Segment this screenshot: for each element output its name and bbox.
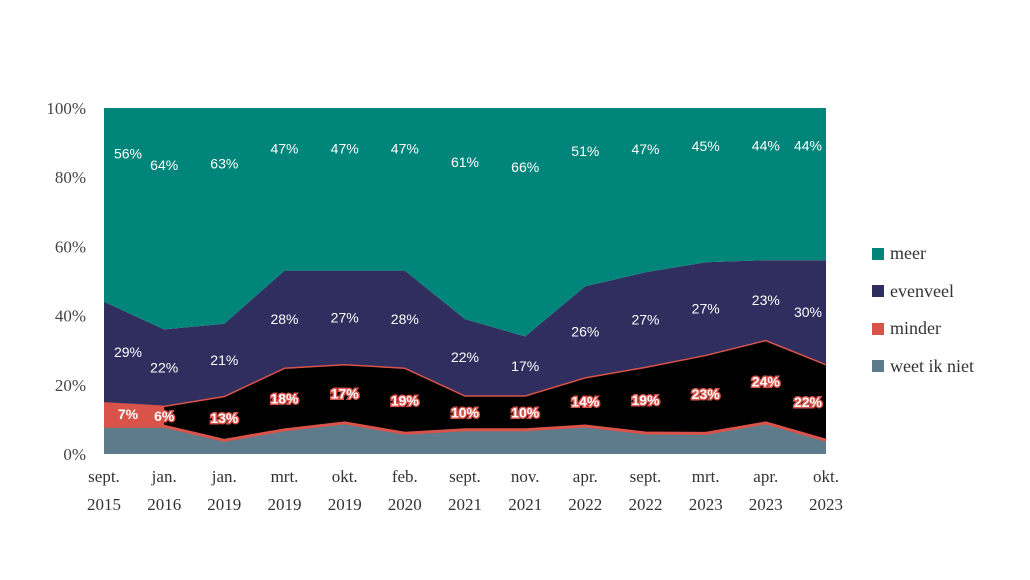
data-label-evenveel: 28% bbox=[391, 311, 419, 327]
y-axis: 0% 20% 40% 60% 80% 100% bbox=[46, 99, 86, 464]
data-label-minder: 22% bbox=[794, 394, 823, 410]
legend-item-weet-ik-niet: weet ik niet bbox=[872, 348, 974, 386]
data-label-minder: 19% bbox=[391, 392, 420, 408]
x-tick-label-year: 2023 bbox=[809, 495, 843, 514]
x-tick-label: apr. bbox=[753, 467, 778, 486]
data-label-evenveel: 27% bbox=[331, 309, 359, 325]
y-tick-label: 0% bbox=[63, 445, 86, 464]
x-tick-label-year: 2015 bbox=[87, 495, 121, 514]
data-label-evenveel: 26% bbox=[571, 324, 599, 340]
data-label-minder: 23% bbox=[692, 386, 721, 402]
x-tick-label: jan. bbox=[211, 467, 237, 486]
data-label-evenveel: 17% bbox=[511, 358, 539, 374]
x-tick-label: sept. bbox=[630, 467, 662, 486]
legend-item-minder: minder bbox=[872, 310, 974, 348]
y-tick-label: 80% bbox=[55, 168, 86, 187]
data-label-minder: 6% bbox=[154, 408, 175, 424]
legend-swatch bbox=[872, 285, 884, 298]
data-label-meer: 64% bbox=[150, 157, 178, 173]
x-tick-label: sept. bbox=[88, 467, 120, 486]
legend-label: evenveel bbox=[890, 280, 954, 301]
data-labels: 56% 64% 63% 47% 47% 47% 61% 66% 51% 47% 45% 44% 44% 2… bbox=[114, 138, 824, 428]
data-label-evenveel: 21% bbox=[210, 352, 238, 368]
data-label-meer: 45% bbox=[692, 138, 720, 154]
x-tick-label: nov. bbox=[511, 467, 540, 486]
x-tick-label: okt. bbox=[813, 467, 839, 486]
x-tick-label-year: 2021 bbox=[448, 495, 482, 514]
data-label-meer: 44% bbox=[752, 138, 780, 154]
data-label-evenveel: 30% bbox=[794, 304, 822, 320]
x-tick-label-year: 2019 bbox=[268, 495, 302, 514]
data-label-evenveel: 27% bbox=[631, 311, 659, 327]
x-tick-label-year: 2022 bbox=[629, 495, 663, 514]
data-label-evenveel: 28% bbox=[270, 311, 298, 327]
data-label-minder: 13% bbox=[210, 410, 239, 426]
legend: meer evenveel minder weet ik niet bbox=[872, 235, 974, 385]
data-label-meer: 56% bbox=[114, 145, 142, 161]
data-label-minder: 24% bbox=[752, 373, 781, 389]
area-evenveel bbox=[104, 260, 826, 406]
data-label-meer: 63% bbox=[210, 155, 238, 171]
minder-left-patch bbox=[104, 402, 165, 427]
data-label-evenveel: 27% bbox=[692, 300, 720, 316]
data-label-minder: 7% bbox=[118, 406, 139, 422]
x-tick-label-year: 2019 bbox=[328, 495, 362, 514]
data-label-evenveel: 29% bbox=[114, 344, 142, 360]
data-label-minder: 10% bbox=[511, 405, 540, 421]
x-tick-label-year: 2016 bbox=[147, 495, 181, 514]
legend-label: minder bbox=[890, 318, 941, 339]
x-tick-label-year: 2023 bbox=[689, 495, 723, 514]
data-label-evenveel: 23% bbox=[752, 292, 780, 308]
x-axis: sept. 2015 jan. 2016 jan. 2019 mrt. 2019 okt. 201… bbox=[87, 467, 843, 514]
x-tick-label: jan. bbox=[151, 467, 177, 486]
x-tick-label-year: 2021 bbox=[508, 495, 542, 514]
x-tick-label-year: 2023 bbox=[749, 495, 783, 514]
data-label-meer: 44% bbox=[794, 138, 822, 154]
legend-swatch bbox=[872, 322, 884, 335]
data-label-meer: 61% bbox=[451, 154, 479, 170]
x-tick-label: feb. bbox=[392, 467, 418, 486]
x-tick-label: sept. bbox=[449, 467, 481, 486]
x-tick-label-year: 2022 bbox=[568, 495, 602, 514]
x-tick-label: mrt. bbox=[271, 467, 299, 486]
y-tick-label: 40% bbox=[55, 307, 86, 326]
data-label-meer: 47% bbox=[270, 141, 298, 157]
legend-swatch bbox=[872, 360, 884, 373]
legend-item-meer: meer bbox=[872, 235, 974, 273]
legend-label: meer bbox=[890, 243, 926, 264]
area-minder bbox=[104, 339, 826, 441]
data-label-evenveel: 22% bbox=[451, 349, 479, 365]
legend-swatch bbox=[872, 247, 884, 260]
y-tick-label: 100% bbox=[46, 99, 86, 118]
data-label-minder: 17% bbox=[331, 385, 360, 401]
x-tick-label: mrt. bbox=[692, 467, 720, 486]
minder-bottom-line bbox=[104, 421, 827, 442]
area-series bbox=[103, 108, 827, 454]
x-tick-label-year: 2020 bbox=[388, 495, 422, 514]
y-tick-label: 60% bbox=[55, 237, 86, 256]
data-label-meer: 47% bbox=[331, 141, 359, 157]
data-label-meer: 66% bbox=[511, 159, 539, 175]
area-meer bbox=[104, 108, 826, 337]
data-label-meer: 47% bbox=[391, 141, 419, 157]
legend-item-evenveel: evenveel bbox=[872, 273, 974, 311]
y-tick-label: 20% bbox=[55, 376, 86, 395]
data-label-meer: 51% bbox=[571, 143, 599, 159]
data-label-evenveel: 22% bbox=[150, 360, 178, 376]
legend-label: weet ik niet bbox=[890, 355, 974, 376]
x-tick-label-year: 2019 bbox=[207, 495, 241, 514]
data-label-minder: 18% bbox=[270, 391, 299, 407]
data-label-minder: 14% bbox=[571, 394, 600, 410]
data-label-minder: 10% bbox=[451, 405, 480, 421]
data-label-meer: 47% bbox=[631, 141, 659, 157]
x-tick-label: apr. bbox=[573, 467, 598, 486]
x-tick-label: okt. bbox=[332, 467, 358, 486]
data-label-minder: 19% bbox=[631, 392, 660, 408]
